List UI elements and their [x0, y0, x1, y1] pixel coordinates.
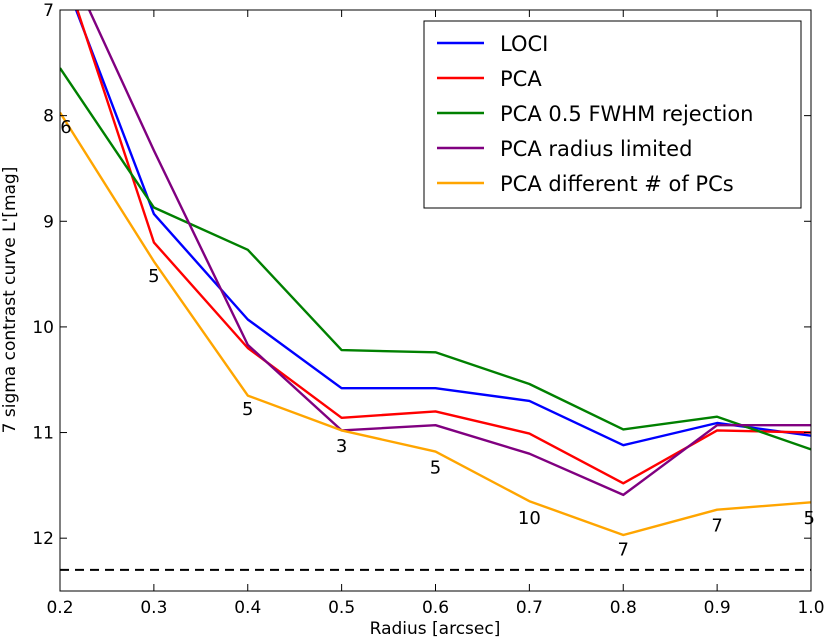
series-line-pca-radius-limited [87, 10, 811, 497]
x-tick-label: 1.0 [797, 598, 824, 618]
legend-label: LOCI [500, 32, 548, 56]
y-tick-label: 7 [43, 1, 54, 21]
pc-count-label: 6 [60, 117, 71, 138]
pc-count-label: 5 [242, 399, 253, 420]
series-layer [60, 10, 811, 537]
series-line-pca-different-of-pcs [60, 111, 811, 537]
x-tick-label: 0.3 [140, 598, 167, 618]
pc-count-label: 5 [804, 508, 815, 529]
y-axis-label: 7 sigma contrast curve L'[mag] [0, 167, 20, 434]
legend: LOCI PCA PCA 0.5 FWHM rejection PCA radius … [423, 20, 802, 209]
legend-label: PCA 0.5 FWHM rejection [500, 102, 754, 126]
x-axis-label: Radius [arcsec] [370, 619, 501, 639]
x-tick-label: 0.6 [422, 598, 449, 618]
pc-count-label: 5 [430, 457, 441, 478]
y-tick-label: 8 [43, 107, 54, 127]
annotation-layer: 6 5 5 3 5 10 7 7 5 [60, 117, 815, 561]
x-tick-label: 0.2 [46, 598, 73, 618]
y-tick-label: 9 [43, 212, 54, 232]
y-tick-label: 10 [32, 318, 54, 338]
x-tick-label: 0.8 [610, 598, 637, 618]
x-tick-label: 0.7 [516, 598, 543, 618]
legend-label: PCA [500, 67, 542, 91]
x-tick-label: 0.9 [704, 598, 731, 618]
pc-count-label: 10 [518, 508, 541, 529]
pc-count-label: 7 [711, 515, 722, 536]
legend-label: PCA different # of PCs [500, 172, 734, 196]
tick-label-layer: 0.2 0.3 0.4 0.5 0.6 0.7 0.8 0.9 1.0 7 8 9 10 11 12 [32, 1, 824, 618]
series-line-pca-0-5-fwhm-rejection [60, 67, 811, 451]
pc-count-label: 7 [618, 540, 629, 561]
pc-count-label: 3 [336, 436, 347, 457]
y-tick-label: 11 [32, 424, 54, 444]
pc-count-label: 5 [148, 266, 159, 287]
legend-frame [423, 20, 802, 209]
series-line-loci [74, 10, 811, 447]
x-tick-label: 0.4 [234, 598, 261, 618]
x-tick-label: 0.5 [328, 598, 355, 618]
tick-layer [59, 9, 812, 591]
legend-label: PCA radius limited [500, 137, 692, 161]
y-tick-label: 12 [32, 529, 54, 549]
